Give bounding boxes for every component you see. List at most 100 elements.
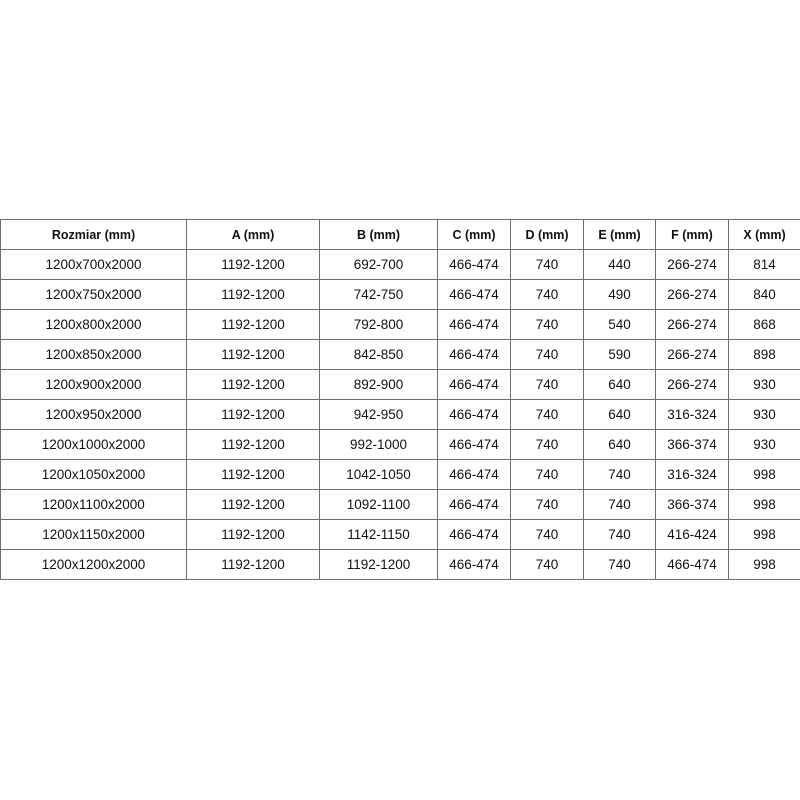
table-row: 1200x1150x2000 1192-1200 1142-1150 466-474 7… [0,519,800,550]
cell-x: 930 [728,399,800,430]
cell-d: 740 [510,369,584,400]
cell-a: 1192-1200 [186,339,320,370]
cell-size: 1200x950x2000 [0,399,187,430]
cell-size: 1200x750x2000 [0,279,187,310]
cell-f: 416-424 [655,519,729,550]
cell-e: 640 [583,429,656,460]
table-row: 1200x1200x2000 1192-1200 1192-1200 466-474 7… [0,549,800,580]
cell-e: 740 [583,549,656,580]
cell-f: 266-274 [655,369,729,400]
cell-a: 1192-1200 [186,369,320,400]
cell-b: 1042-1050 [319,459,438,490]
cell-size: 1200x850x2000 [0,339,187,370]
cell-x: 998 [728,459,800,490]
cell-a: 1192-1200 [186,549,320,580]
cell-d: 740 [510,489,584,520]
cell-a: 1192-1200 [186,249,320,280]
cell-b: 1192-1200 [319,549,438,580]
cell-c: 466-474 [437,549,511,580]
table-row: 1200x750x2000 1192-1200 742-750 466-474 740 4… [0,279,800,310]
header-c: C (mm) [437,219,511,250]
cell-size: 1200x1200x2000 [0,549,187,580]
cell-x: 998 [728,549,800,580]
cell-f: 366-374 [655,429,729,460]
cell-size: 1200x1050x2000 [0,459,187,490]
cell-a: 1192-1200 [186,429,320,460]
cell-b: 992-1000 [319,429,438,460]
cell-b: 892-900 [319,369,438,400]
cell-c: 466-474 [437,309,511,340]
cell-x: 998 [728,519,800,550]
cell-f: 266-274 [655,279,729,310]
header-row: Rozmiar (mm) A (mm) B (mm) C (mm) D (mm) E (m… [0,219,800,250]
cell-d: 740 [510,429,584,460]
table-row: 1200x850x2000 1192-1200 842-850 466-474 740 5… [0,339,800,370]
cell-d: 740 [510,279,584,310]
table-row: 1200x700x2000 1192-1200 692-700 466-474 740 4… [0,249,800,280]
cell-x: 930 [728,369,800,400]
cell-b: 842-850 [319,339,438,370]
table-row: 1200x1000x2000 1192-1200 992-1000 466-474 74… [0,429,800,460]
cell-d: 740 [510,399,584,430]
cell-size: 1200x900x2000 [0,369,187,400]
cell-x: 868 [728,309,800,340]
header-f: F (mm) [655,219,729,250]
cell-d: 740 [510,459,584,490]
cell-b: 1092-1100 [319,489,438,520]
cell-x: 998 [728,489,800,520]
cell-c: 466-474 [437,519,511,550]
cell-c: 466-474 [437,429,511,460]
cell-f: 366-374 [655,489,729,520]
cell-a: 1192-1200 [186,459,320,490]
cell-b: 942-950 [319,399,438,430]
cell-x: 930 [728,429,800,460]
header-e: E (mm) [583,219,656,250]
cell-x: 814 [728,249,800,280]
cell-c: 466-474 [437,249,511,280]
cell-f: 466-474 [655,549,729,580]
cell-size: 1200x700x2000 [0,249,187,280]
cell-c: 466-474 [437,279,511,310]
cell-e: 740 [583,519,656,550]
cell-a: 1192-1200 [186,519,320,550]
cell-a: 1192-1200 [186,309,320,340]
cell-c: 466-474 [437,459,511,490]
cell-b: 792-800 [319,309,438,340]
cell-a: 1192-1200 [186,399,320,430]
cell-c: 466-474 [437,489,511,520]
cell-e: 640 [583,369,656,400]
cell-f: 266-274 [655,249,729,280]
cell-f: 316-324 [655,399,729,430]
cell-x: 840 [728,279,800,310]
cell-c: 466-474 [437,369,511,400]
table-row: 1200x900x2000 1192-1200 892-900 466-474 740 6… [0,369,800,400]
table-row: 1200x1050x2000 1192-1200 1042-1050 466-474 7… [0,459,800,490]
cell-e: 590 [583,339,656,370]
header-b: B (mm) [319,219,438,250]
cell-x: 898 [728,339,800,370]
cell-f: 266-274 [655,339,729,370]
cell-f: 316-324 [655,459,729,490]
table-row: 1200x800x2000 1192-1200 792-800 466-474 740 5… [0,309,800,340]
cell-e: 740 [583,489,656,520]
cell-d: 740 [510,339,584,370]
cell-e: 740 [583,459,656,490]
cell-e: 540 [583,309,656,340]
dimensions-table: Rozmiar (mm) A (mm) B (mm) C (mm) D (mm) E (m… [0,219,800,580]
cell-size: 1200x800x2000 [0,309,187,340]
header-x: X (mm) [728,219,800,250]
cell-b: 1142-1150 [319,519,438,550]
table-row: 1200x1100x2000 1192-1200 1092-1100 466-474 7… [0,489,800,520]
cell-e: 640 [583,399,656,430]
cell-e: 440 [583,249,656,280]
cell-f: 266-274 [655,309,729,340]
cell-size: 1200x1150x2000 [0,519,187,550]
header-a: A (mm) [186,219,320,250]
header-d: D (mm) [510,219,584,250]
cell-c: 466-474 [437,339,511,370]
cell-size: 1200x1000x2000 [0,429,187,460]
cell-a: 1192-1200 [186,489,320,520]
cell-e: 490 [583,279,656,310]
cell-d: 740 [510,249,584,280]
cell-c: 466-474 [437,399,511,430]
